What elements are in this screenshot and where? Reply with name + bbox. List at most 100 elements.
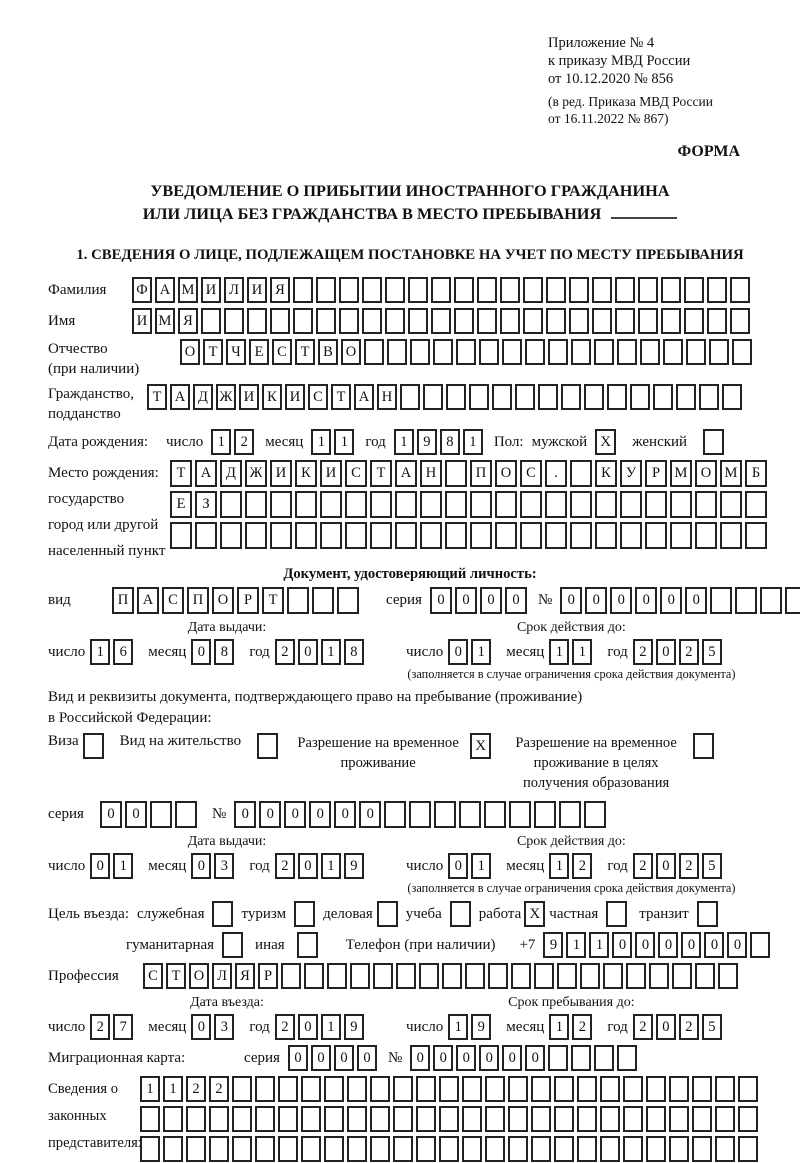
char-cell[interactable]: [545, 491, 567, 518]
char-cell[interactable]: [720, 522, 742, 549]
char-cell[interactable]: [485, 1076, 505, 1102]
char-cell[interactable]: 0: [334, 801, 357, 828]
char-cell[interactable]: [492, 384, 512, 410]
char-cell[interactable]: [592, 277, 612, 303]
char-cell[interactable]: [370, 522, 392, 549]
char-cell[interactable]: 1: [90, 639, 111, 665]
char-cell[interactable]: Т: [203, 339, 223, 365]
char-cell[interactable]: 0: [560, 587, 583, 614]
char-cell[interactable]: [548, 339, 568, 365]
char-cell[interactable]: С: [520, 460, 542, 487]
char-cell[interactable]: М: [720, 460, 742, 487]
char-cell[interactable]: [500, 308, 520, 334]
char-cell[interactable]: [531, 1076, 551, 1102]
char-cell[interactable]: [692, 1136, 712, 1162]
char-cell[interactable]: А: [155, 277, 175, 303]
char-cell[interactable]: 8: [439, 429, 460, 455]
char-cell[interactable]: А: [170, 384, 190, 410]
char-cell[interactable]: [320, 491, 342, 518]
char-cell[interactable]: 2: [572, 1014, 593, 1040]
char-cell[interactable]: 2: [274, 639, 295, 665]
char-cell[interactable]: 1: [572, 639, 593, 665]
char-cell[interactable]: [732, 339, 752, 365]
char-cell[interactable]: 2: [678, 639, 699, 665]
char-cell[interactable]: [324, 1136, 344, 1162]
char-cell[interactable]: Р: [645, 460, 667, 487]
char-cell[interactable]: [393, 1136, 413, 1162]
char-cell[interactable]: М: [155, 308, 175, 334]
char-cell[interactable]: К: [595, 460, 617, 487]
char-cell[interactable]: 0: [259, 801, 282, 828]
char-cell[interactable]: [561, 384, 581, 410]
char-cell[interactable]: [339, 308, 359, 334]
char-cell[interactable]: [672, 963, 692, 989]
char-cell[interactable]: [670, 522, 692, 549]
char-cell[interactable]: 0: [191, 639, 212, 665]
char-cell[interactable]: 1: [471, 853, 492, 879]
char-cell[interactable]: [511, 963, 531, 989]
char-cell[interactable]: 2: [209, 1076, 229, 1102]
char-cell[interactable]: [270, 308, 290, 334]
char-cell[interactable]: [431, 277, 451, 303]
char-cell[interactable]: [577, 1106, 597, 1132]
char-cell[interactable]: С: [345, 460, 367, 487]
char-cell[interactable]: В: [318, 339, 338, 365]
char-cell[interactable]: 0: [585, 587, 608, 614]
char-cell[interactable]: [538, 384, 558, 410]
char-cell[interactable]: [454, 308, 474, 334]
char-cell[interactable]: 0: [297, 853, 318, 879]
char-cell[interactable]: Т: [166, 963, 186, 989]
char-cell[interactable]: [195, 522, 217, 549]
char-cell[interactable]: [209, 1106, 229, 1132]
char-cell[interactable]: Я: [235, 963, 255, 989]
char-cell[interactable]: [232, 1076, 252, 1102]
char-cell[interactable]: 3: [214, 853, 235, 879]
char-cell[interactable]: [439, 1106, 459, 1132]
char-cell[interactable]: 0: [454, 587, 477, 614]
char-cell[interactable]: [661, 308, 681, 334]
char-cell[interactable]: [699, 384, 719, 410]
char-cell[interactable]: [785, 587, 800, 614]
char-cell[interactable]: [462, 1076, 482, 1102]
char-cell[interactable]: С: [308, 384, 328, 410]
char-cell[interactable]: [638, 277, 658, 303]
char-cell[interactable]: [617, 1045, 638, 1071]
char-cell[interactable]: [594, 1045, 615, 1071]
char-cell[interactable]: 0: [284, 801, 307, 828]
char-cell[interactable]: [140, 1106, 160, 1132]
char-cell[interactable]: 9: [471, 1014, 492, 1040]
char-cell[interactable]: [577, 1076, 597, 1102]
char-cell[interactable]: [163, 1106, 183, 1132]
char-cell[interactable]: 2: [274, 853, 295, 879]
char-cell[interactable]: [554, 1136, 574, 1162]
char-cell[interactable]: 2: [186, 1076, 206, 1102]
char-cell[interactable]: [278, 1076, 298, 1102]
char-cell[interactable]: [600, 1106, 620, 1132]
char-cell[interactable]: П: [187, 587, 209, 614]
char-cell[interactable]: И: [132, 308, 152, 334]
char-cell[interactable]: 0: [333, 1045, 354, 1071]
char-cell[interactable]: [433, 339, 453, 365]
char-cell[interactable]: 1: [320, 1014, 341, 1040]
char-cell[interactable]: 8: [343, 639, 364, 665]
char-cell[interactable]: [646, 1076, 666, 1102]
char-cell[interactable]: Я: [270, 277, 290, 303]
char-cell[interactable]: [186, 1136, 206, 1162]
char-cell[interactable]: [569, 277, 589, 303]
char-cell[interactable]: [500, 277, 520, 303]
char-cell[interactable]: [554, 1076, 574, 1102]
char-cell[interactable]: [718, 963, 738, 989]
char-cell[interactable]: [364, 339, 384, 365]
char-cell[interactable]: Т: [295, 339, 315, 365]
char-cell[interactable]: Ф: [132, 277, 152, 303]
char-cell[interactable]: 0: [704, 932, 725, 958]
char-cell[interactable]: [640, 339, 660, 365]
char-cell[interactable]: [446, 384, 466, 410]
char-cell[interactable]: [569, 308, 589, 334]
char-cell[interactable]: О: [180, 339, 200, 365]
char-cell[interactable]: [419, 963, 439, 989]
char-cell[interactable]: [384, 801, 407, 828]
char-cell[interactable]: [546, 308, 566, 334]
char-cell[interactable]: 9: [416, 429, 437, 455]
char-cell[interactable]: [439, 1076, 459, 1102]
